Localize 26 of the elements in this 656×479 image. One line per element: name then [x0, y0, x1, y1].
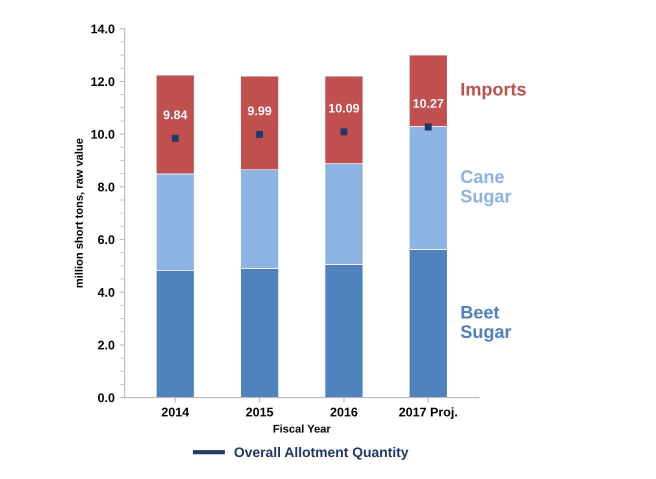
- x-tick-label: 2014: [162, 408, 190, 416]
- y-tick-label: 8.0: [98, 182, 114, 192]
- point: [424, 124, 432, 130]
- legend-label: Overall Allotment Quantity: [234, 446, 408, 460]
- data-label: 9.99: [248, 106, 272, 116]
- point: [340, 128, 348, 136]
- y-tick-label: 6.0: [98, 235, 114, 244]
- y-tick-label: 0.0: [98, 393, 114, 402]
- series-label: Imports: [462, 83, 526, 100]
- x-tick-label: 2017 Proj.: [399, 407, 457, 419]
- point: [256, 130, 264, 138]
- y-tick-label: 12.0: [91, 77, 114, 86]
- x-axis-title: Fiscal Year: [274, 424, 331, 433]
- data-label: 10.27: [413, 99, 444, 108]
- x-tick-label: 2015: [246, 408, 274, 416]
- x-tick-label: 2016: [330, 408, 358, 416]
- y-tick-label: 10.0: [91, 130, 114, 139]
- y-tick-label: 4.0: [98, 288, 114, 297]
- series-label: Cane Sugar: [460, 170, 512, 206]
- point: [172, 134, 179, 142]
- data-label: 10.09: [329, 104, 360, 113]
- series-label: Beet Sugar: [460, 306, 512, 342]
- y-tick-label: 2.0: [98, 340, 114, 350]
- y-axis-title: million short tons, raw value: [74, 138, 84, 288]
- data-label: 9.84: [164, 110, 188, 120]
- y-tick-label: 14.0: [91, 24, 114, 34]
